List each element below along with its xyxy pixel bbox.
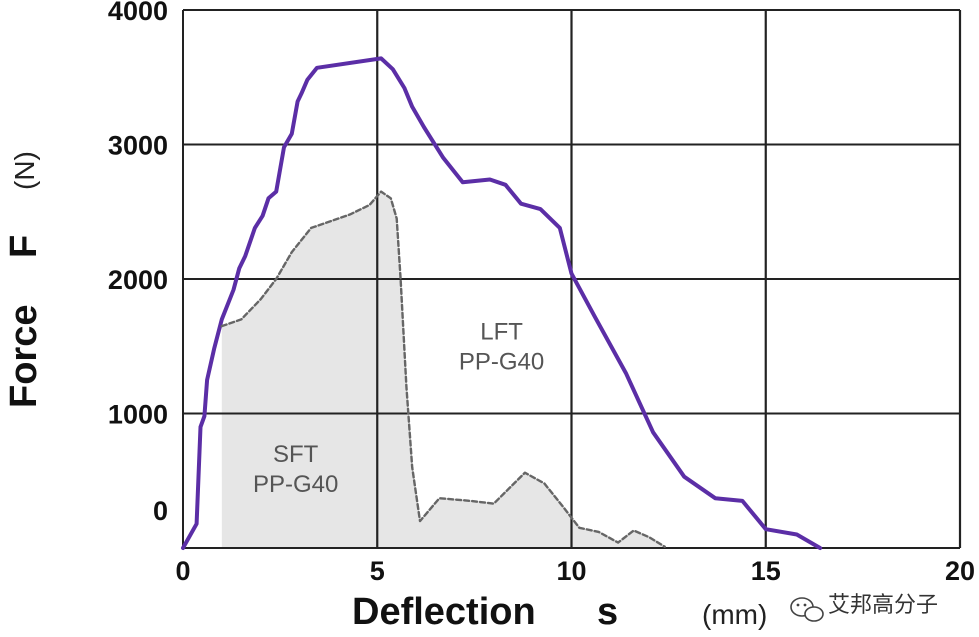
watermark-text: 艾邦高分子 (828, 593, 938, 618)
x-tick-label: 20 (945, 556, 975, 586)
series-line-sft (220, 190, 666, 548)
x-tick-label: 15 (751, 556, 781, 586)
annotation-lft: PP-G40 (459, 349, 544, 376)
x-axis-title: Deflection (352, 591, 536, 633)
y-tick-label: 4000 (108, 0, 168, 26)
y-axis-unit: (N) (9, 151, 40, 190)
sft-area (221, 191, 665, 548)
x-tick-label: 0 (175, 556, 190, 586)
annotation-lft: LFT (480, 319, 523, 346)
y-axis-symbol: F (3, 235, 45, 258)
x-axis-unit: (mm) (702, 599, 767, 630)
y-axis-title: Force (3, 305, 45, 408)
y-tick-label: 0 (153, 496, 168, 526)
series-line-lft (181, 56, 823, 550)
y-tick-label: 3000 (108, 131, 168, 161)
series-layer (181, 56, 823, 550)
y-tick-label: 1000 (108, 400, 168, 430)
x-tick-label: 5 (370, 556, 385, 586)
x-tick-label: 10 (556, 556, 586, 586)
x-axis-symbol: s (597, 591, 618, 633)
watermark: 艾邦高分子 (790, 593, 938, 622)
y-tick-label: 2000 (108, 265, 168, 295)
annotation-sft: SFT (273, 441, 319, 468)
annotations: LFT PP-G40 SFT PP-G40 (253, 319, 544, 498)
gridlines (182, 9, 962, 549)
tick-labels: 0 5 10 15 20 0 1000 2000 3000 4000 (108, 0, 975, 586)
sft-fill-area (221, 191, 665, 548)
annotation-sft: PP-G40 (253, 471, 338, 498)
wechat-icon (790, 597, 824, 622)
